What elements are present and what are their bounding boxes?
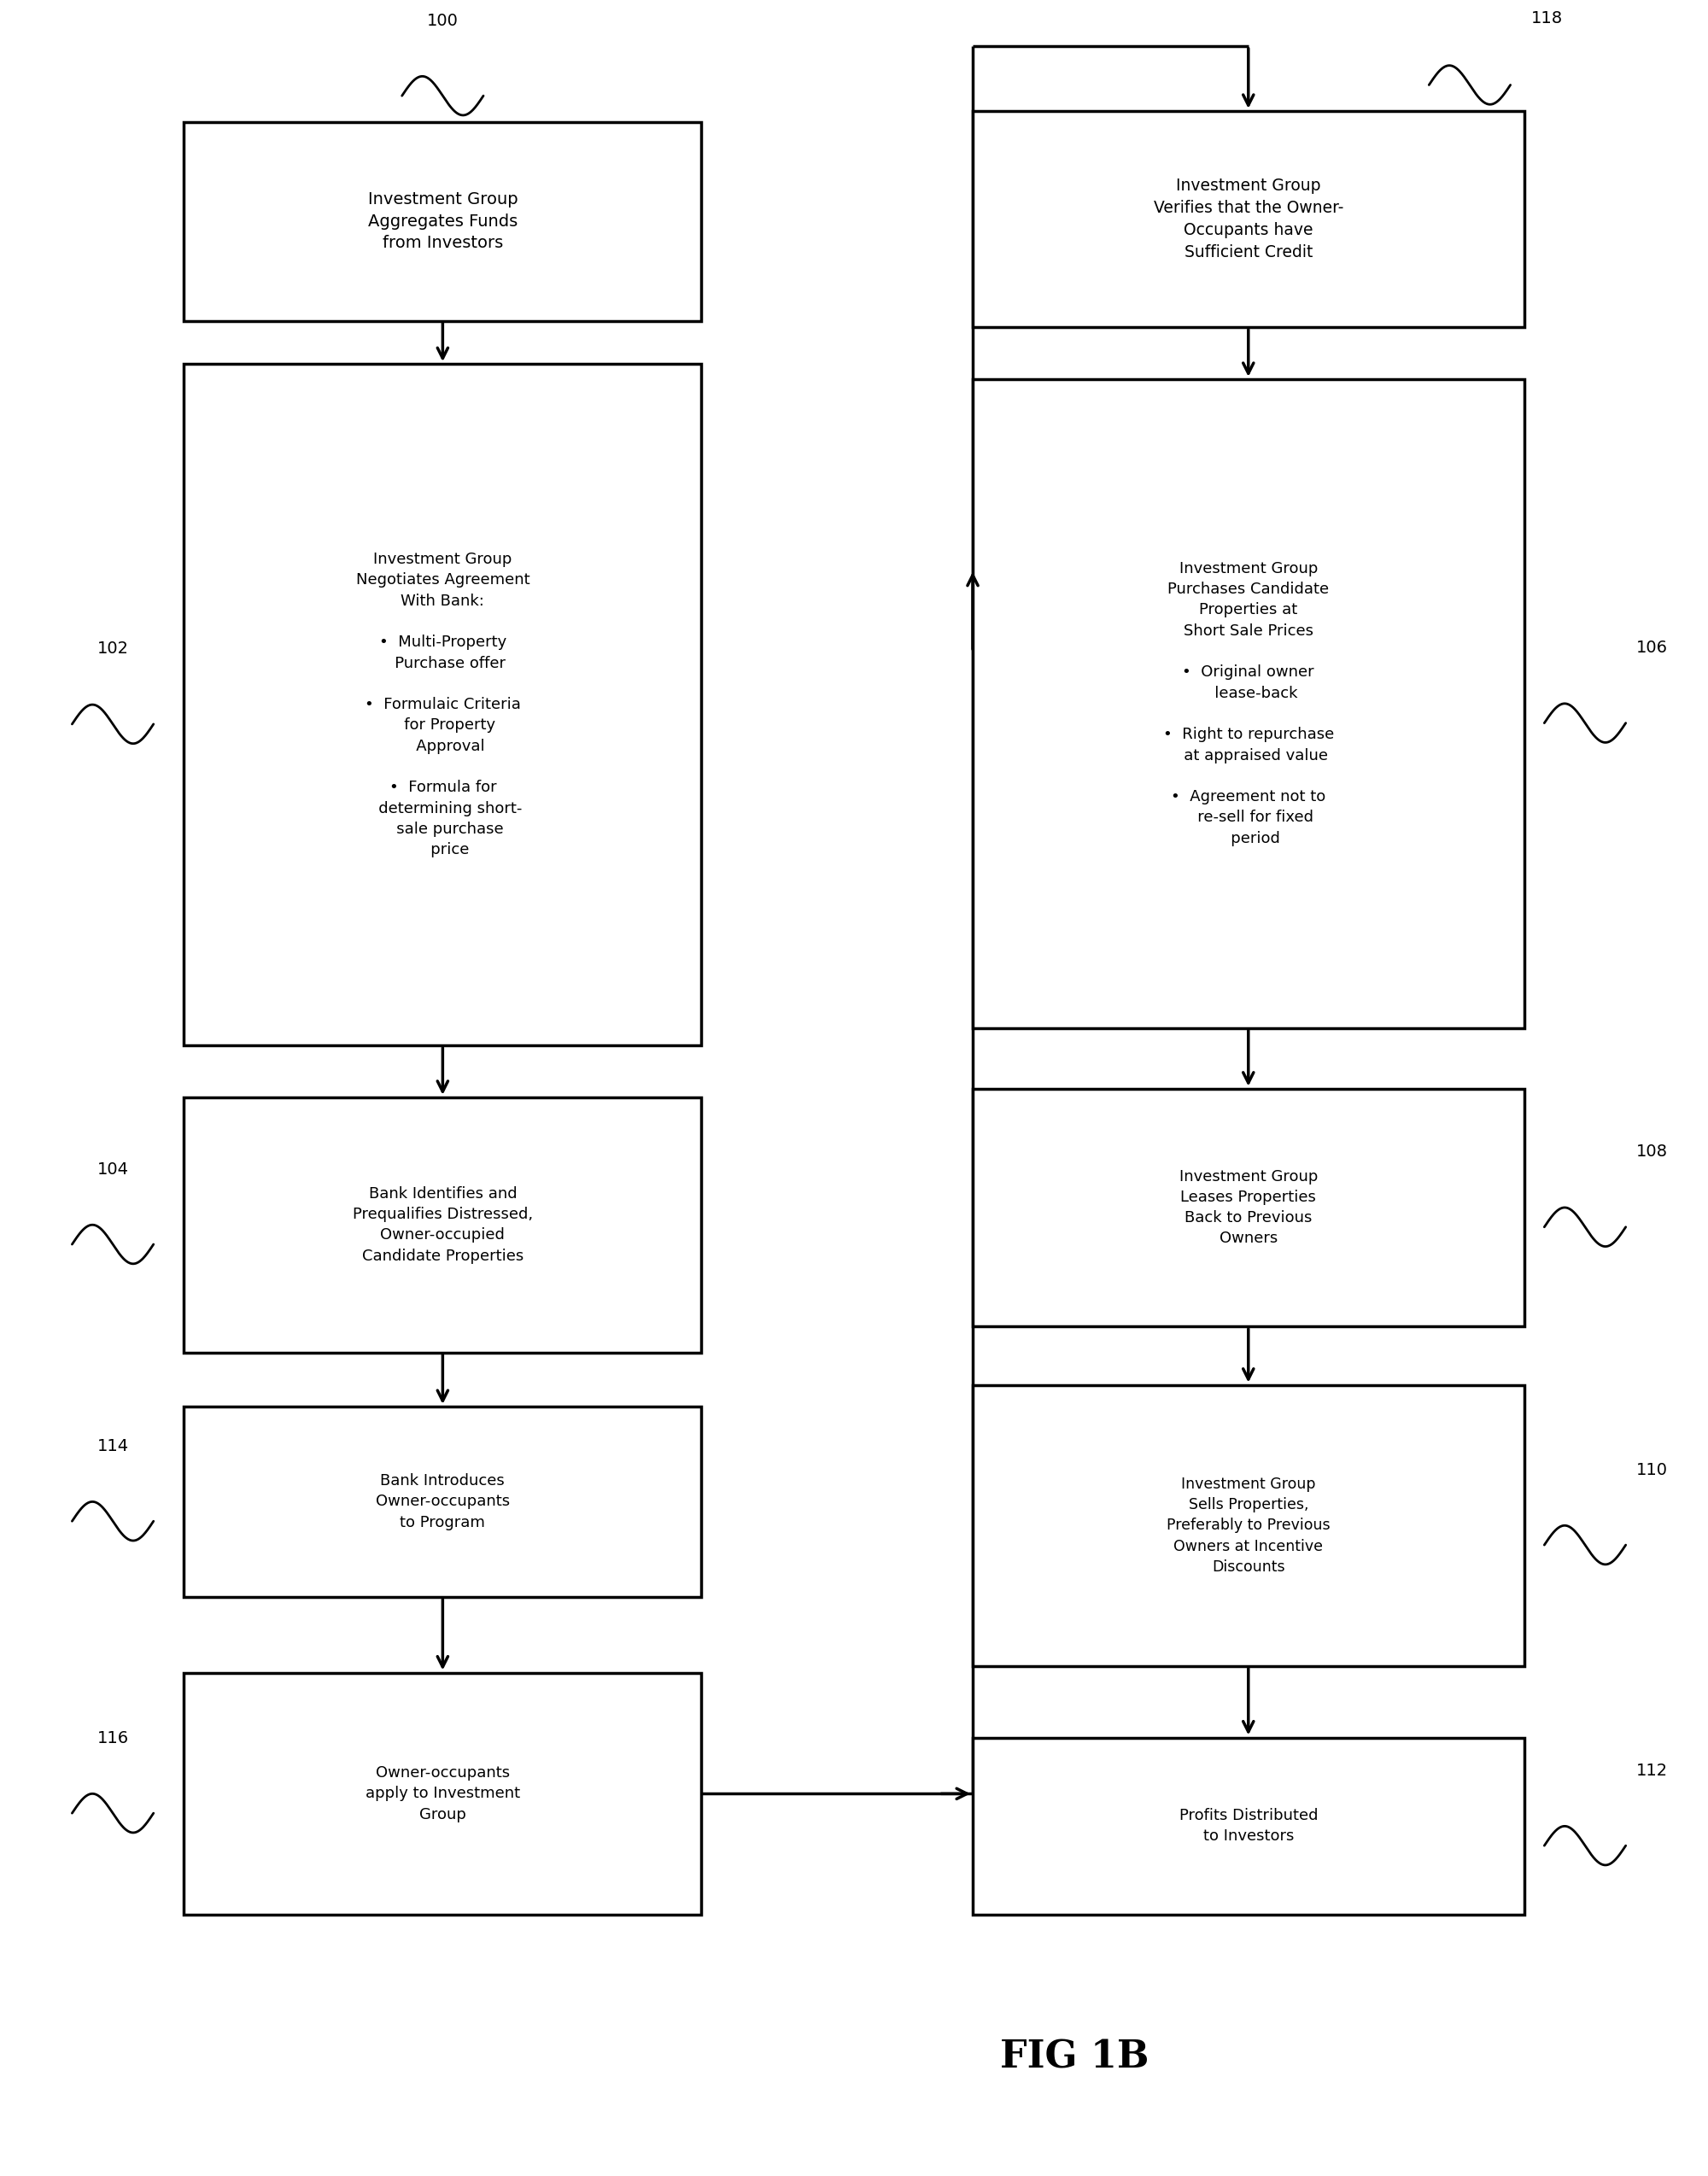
Text: Investment Group
Sells Properties,
Preferably to Previous
Owners at Incentive
Di: Investment Group Sells Properties, Prefe… (1167, 1475, 1331, 1575)
Text: 108: 108 (1636, 1145, 1667, 1160)
FancyBboxPatch shape (974, 111, 1524, 326)
Text: 102: 102 (97, 640, 128, 657)
Text: 106: 106 (1636, 640, 1667, 655)
Text: 104: 104 (97, 1162, 128, 1177)
FancyBboxPatch shape (184, 122, 702, 320)
Text: Profits Distributed
to Investors: Profits Distributed to Investors (1179, 1808, 1319, 1845)
Text: Investment Group
Leases Properties
Back to Previous
Owners: Investment Group Leases Properties Back … (1179, 1169, 1317, 1247)
Text: 118: 118 (1530, 11, 1563, 26)
Text: Investment Group
Purchases Candidate
Properties at
Short Sale Prices

•  Origina: Investment Group Purchases Candidate Pro… (1163, 561, 1334, 846)
FancyBboxPatch shape (184, 1673, 702, 1915)
Text: 114: 114 (97, 1438, 128, 1454)
Text: Owner-occupants
apply to Investment
Group: Owner-occupants apply to Investment Grou… (366, 1765, 519, 1821)
FancyBboxPatch shape (974, 1088, 1524, 1327)
Text: Investment Group
Negotiates Agreement
With Bank:

•  Multi-Property
   Purchase : Investment Group Negotiates Agreement Wi… (355, 553, 529, 857)
Text: 100: 100 (427, 13, 458, 28)
Text: 112: 112 (1636, 1763, 1667, 1778)
FancyBboxPatch shape (974, 379, 1524, 1027)
FancyBboxPatch shape (184, 363, 702, 1044)
Text: Bank Identifies and
Prequalifies Distressed,
Owner-occupied
Candidate Properties: Bank Identifies and Prequalifies Distres… (352, 1186, 533, 1264)
Text: Bank Introduces
Owner-occupants
to Program: Bank Introduces Owner-occupants to Progr… (376, 1473, 509, 1530)
Text: Investment Group
Aggregates Funds
from Investors: Investment Group Aggregates Funds from I… (367, 191, 518, 250)
Text: 116: 116 (97, 1730, 128, 1745)
Text: 110: 110 (1636, 1462, 1667, 1478)
FancyBboxPatch shape (184, 1406, 702, 1597)
FancyBboxPatch shape (974, 1736, 1524, 1915)
FancyBboxPatch shape (184, 1097, 702, 1353)
FancyBboxPatch shape (974, 1384, 1524, 1667)
Text: Investment Group
Verifies that the Owner-
Occupants have
Sufficient Credit: Investment Group Verifies that the Owner… (1153, 178, 1342, 261)
Text: FIG 1B: FIG 1B (999, 2039, 1149, 2076)
